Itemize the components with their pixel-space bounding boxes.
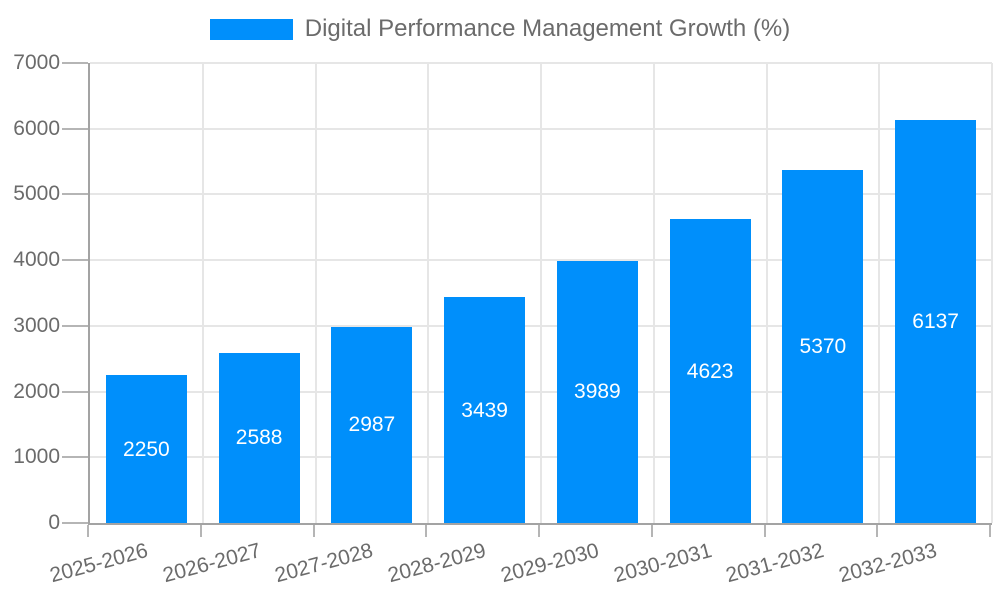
bar[interactable]: 3439 <box>444 297 526 523</box>
x-axis-tick-label: 2027-2028 <box>272 539 376 588</box>
y-axis-tick <box>62 324 88 327</box>
x-axis-tick <box>989 525 991 537</box>
x-axis-tick <box>87 525 89 537</box>
gridline-vertical <box>540 63 542 523</box>
gridline-vertical <box>878 63 881 523</box>
x-axis-tick <box>538 525 540 537</box>
bar-value-label: 3439 <box>461 398 508 422</box>
bar-value-label: 6137 <box>912 309 959 333</box>
x-axis-tick-label: 2030-2031 <box>611 539 715 588</box>
x-axis-tick <box>876 525 879 537</box>
bar[interactable]: 5370 <box>782 170 864 523</box>
gridline-vertical <box>991 63 993 523</box>
y-axis-tick <box>62 193 88 196</box>
x-axis-tick <box>199 525 202 537</box>
bar-value-label: 2250 <box>123 437 170 461</box>
bar[interactable]: 6137 <box>895 119 977 523</box>
bar-value-label: 2987 <box>348 413 396 437</box>
x-axis-tick-label: 2029-2030 <box>498 539 602 588</box>
y-axis-tick <box>62 62 88 64</box>
bar[interactable]: 3989 <box>556 260 638 523</box>
x-axis-tick-label: 2025-2026 <box>47 539 151 588</box>
legend-swatch <box>209 18 293 40</box>
gridline-vertical <box>427 63 430 523</box>
y-axis-tick-label: 7000 <box>13 51 60 74</box>
bar[interactable]: 2250 <box>105 375 187 523</box>
bar-value-label: 3989 <box>574 380 621 404</box>
y-axis-tick-label: 1000 <box>13 445 60 469</box>
x-axis-tick-label: 2026-2027 <box>160 539 264 588</box>
bar[interactable]: 4623 <box>669 219 751 523</box>
y-axis-tick-label: 4000 <box>13 248 60 272</box>
bar-value-label: 2588 <box>235 426 283 450</box>
y-axis-tick <box>62 456 88 459</box>
y-axis-tick <box>62 127 88 130</box>
y-axis-tick-label: 5000 <box>13 182 60 206</box>
bar[interactable]: 2987 <box>331 326 413 523</box>
gridline-vertical <box>201 63 204 523</box>
y-axis-tick <box>62 390 88 393</box>
bar-value-label: 5370 <box>799 335 847 359</box>
y-axis-tick <box>62 259 88 262</box>
x-axis-tick-label: 2032-2033 <box>836 539 940 588</box>
x-axis-tick <box>312 525 315 537</box>
x-axis-tick-label: 2031-2032 <box>723 539 827 588</box>
gridline-vertical <box>652 63 655 523</box>
y-axis-tick-label: 3000 <box>13 313 60 337</box>
legend[interactable]: Digital Performance Management Growth (%… <box>0 15 1000 43</box>
legend-label: Digital Performance Management Growth (%… <box>304 15 791 42</box>
y-axis-tick-label: 2000 <box>13 379 60 403</box>
plot-area: 2250 2588 2987 3439 3989 4623 5370 6137 <box>88 62 993 525</box>
y-axis-tick <box>62 522 88 524</box>
gridline-vertical <box>314 63 317 523</box>
x-axis-tick <box>425 525 428 537</box>
x-axis-tick-label: 2028-2029 <box>385 539 489 588</box>
y-axis-tick-label: 6000 <box>13 116 60 140</box>
bar[interactable]: 2588 <box>218 352 300 523</box>
x-axis-tick <box>763 525 766 537</box>
bar-value-label: 4623 <box>686 359 734 383</box>
x-axis-tick <box>650 525 653 537</box>
gridline-vertical <box>765 63 768 523</box>
y-axis-tick-label: 0 <box>48 511 60 534</box>
